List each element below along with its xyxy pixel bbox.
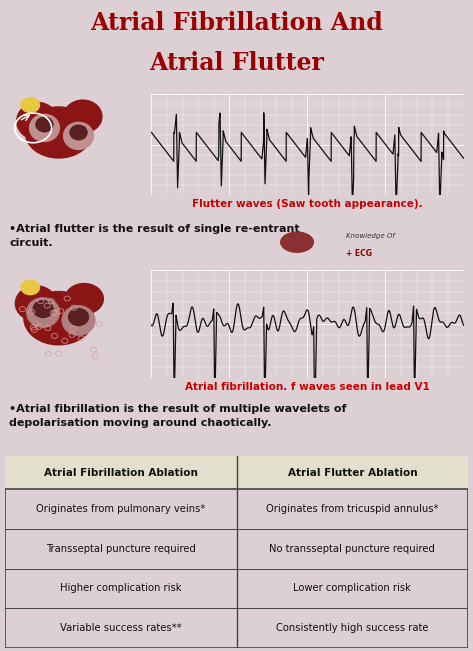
Ellipse shape: [16, 102, 59, 141]
Circle shape: [20, 279, 40, 296]
Text: •Atrial flutter is the result of single re-entrant
circuit.: •Atrial flutter is the result of single …: [9, 224, 300, 248]
Text: Originates from pulmonary veins*: Originates from pulmonary veins*: [36, 504, 205, 514]
Text: Lower complication risk: Lower complication risk: [293, 583, 412, 593]
Text: Atrial Fibrillation And: Atrial Fibrillation And: [90, 11, 383, 35]
Ellipse shape: [15, 285, 57, 322]
Ellipse shape: [25, 106, 93, 159]
Ellipse shape: [35, 117, 54, 133]
Text: Atrial Flutter Ablation: Atrial Flutter Ablation: [288, 467, 417, 477]
Ellipse shape: [29, 114, 60, 142]
Ellipse shape: [64, 283, 104, 315]
Ellipse shape: [20, 97, 40, 113]
Ellipse shape: [61, 305, 96, 336]
Ellipse shape: [68, 308, 89, 326]
Text: Flutter waves (Saw tooth appearance).: Flutter waves (Saw tooth appearance).: [192, 199, 423, 210]
Text: Atrial Flutter: Atrial Flutter: [149, 51, 324, 76]
Text: No transseptal puncture required: No transseptal puncture required: [270, 544, 435, 554]
Text: Variable success rates**: Variable success rates**: [60, 623, 182, 633]
Text: Higher complication risk: Higher complication risk: [60, 583, 181, 593]
Ellipse shape: [23, 291, 94, 346]
Ellipse shape: [70, 124, 88, 141]
Bar: [5, 456, 468, 490]
Text: •Atrial fibrillation is the result of multiple wavelets of
depolarisation moving: •Atrial fibrillation is the result of mu…: [9, 404, 347, 428]
Text: Consistently high success rate: Consistently high success rate: [276, 623, 429, 633]
Text: Knowledge Of: Knowledge Of: [346, 232, 395, 238]
Text: Originates from tricuspid annulus*: Originates from tricuspid annulus*: [266, 504, 438, 514]
Ellipse shape: [63, 122, 94, 150]
Text: + ECG: + ECG: [346, 249, 372, 258]
Text: Atrial fibrillation. f waves seen in lead V1: Atrial fibrillation. f waves seen in lea…: [185, 382, 430, 393]
Ellipse shape: [280, 231, 314, 253]
Ellipse shape: [32, 300, 53, 318]
Text: Transseptal puncture required: Transseptal puncture required: [46, 544, 195, 554]
Ellipse shape: [63, 100, 103, 133]
Ellipse shape: [26, 297, 60, 328]
Text: Atrial Fibrillation Ablation: Atrial Fibrillation Ablation: [44, 467, 198, 477]
